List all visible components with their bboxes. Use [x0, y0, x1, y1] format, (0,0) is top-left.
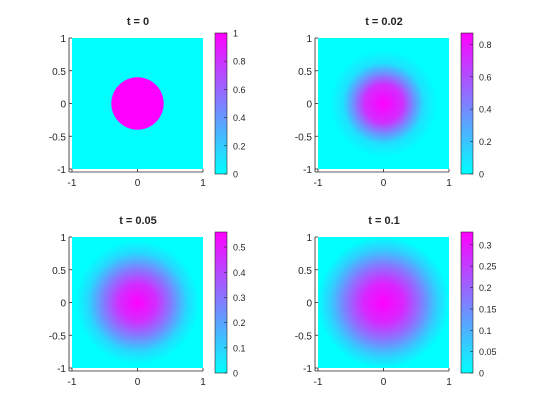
y-tick-label: -0.5	[49, 331, 67, 342]
colorbar-tick-label: 0.2	[479, 137, 492, 147]
colorbar-tick-label: 0.8	[479, 40, 492, 50]
x-tick-label: 1	[200, 178, 206, 189]
y-tick-label: -0.5	[295, 331, 313, 342]
x-tick-label: -1	[314, 377, 323, 388]
x-tick-label: 0	[135, 178, 141, 189]
y-tick-label: 0	[60, 100, 66, 111]
y-tick-label: -1	[303, 364, 312, 375]
heat-blob	[75, 240, 200, 365]
subplot-title: t = 0.02	[365, 16, 403, 28]
y-tick-label: 0.5	[298, 266, 312, 277]
subplot-title: t = 0.1	[368, 215, 400, 227]
subplot-t01: t = 0.1 -1 0 1 -1 -0.5 0 0.5 1 0 0.05 0.1 0.15 0.2 0…	[295, 215, 497, 388]
y-tick-label: -1	[303, 165, 312, 176]
colorbar-tick-label: 0.25	[479, 262, 497, 272]
y-tick-label: 0.5	[298, 67, 312, 78]
colorbar-tick-label: 0.1	[233, 343, 246, 353]
y-tick-label: 1	[60, 34, 66, 45]
colorbar-tick-label: 0.4	[479, 105, 492, 115]
y-tick-label: 1	[60, 233, 66, 244]
colorbar	[460, 32, 474, 175]
colorbar-tick-label: 0	[479, 369, 484, 379]
x-tick-label: 0	[381, 178, 387, 189]
heat-blob	[329, 49, 438, 158]
subplot-t005: t = 0.05 -1 0 1 -1 -0.5 0 0.5 1 0 0.1 0.2 0.3 0.4 0.…	[49, 215, 246, 388]
colorbar-tick-label: 0.4	[233, 113, 246, 123]
x-tick-label: -1	[68, 178, 77, 189]
y-tick-label: 1	[306, 233, 312, 244]
colorbar	[214, 32, 228, 175]
y-tick-label: 0.5	[52, 266, 66, 277]
y-tick-label: 0	[306, 299, 312, 310]
y-tick-label: -1	[57, 165, 66, 176]
subplot-t002: t = 0.02 -1 0 1 -1 -0.5 0 0.5 1 0 0.2 0.4 0.6 0.8	[295, 16, 492, 189]
colorbar-tick-label: 1	[233, 29, 238, 39]
x-tick-label: 1	[446, 178, 452, 189]
colorbar-tick-label: 0.2	[233, 141, 246, 151]
y-tick-label: 0.5	[52, 67, 66, 78]
x-tick-label: 0	[135, 377, 141, 388]
colorbar-tick-label: 0.2	[479, 283, 492, 293]
colorbar-tick-label: 0.05	[479, 347, 497, 357]
colorbar-tick-label: 0.8	[233, 57, 246, 67]
subplot-title: t = 0.05	[119, 215, 157, 227]
colorbar-tick-label: 0.15	[479, 304, 497, 314]
colorbar	[214, 231, 228, 374]
x-tick-label: -1	[68, 377, 77, 388]
colorbar-tick-label: 0	[233, 170, 238, 180]
subplot-title: t = 0	[127, 16, 149, 28]
y-tick-label: -1	[57, 364, 66, 375]
colorbar-tick-label: 0.1	[479, 326, 492, 336]
colorbar-tick-label: 0.6	[233, 85, 246, 95]
y-tick-label: -0.5	[49, 132, 67, 143]
colorbar-tick-label: 0.2	[233, 318, 246, 328]
colorbar-tick-label: 0	[233, 369, 238, 379]
x-tick-label: -1	[314, 178, 323, 189]
subplot-t0: t = 0 -1 0 1 -1 -0.5 0 0.5 1 0 0.2 0.4 0.6 0.8 1	[49, 16, 246, 189]
colorbar	[460, 231, 474, 374]
x-tick-label: 0	[381, 377, 387, 388]
x-tick-label: 1	[446, 377, 452, 388]
colorbar-tick-label: 0.4	[233, 268, 246, 278]
colorbar-tick-label: 0.3	[233, 293, 246, 303]
y-tick-label: 0	[306, 100, 312, 111]
colorbar-tick-label: 0.5	[233, 243, 246, 253]
colorbar-tick-label: 0.6	[479, 72, 492, 82]
colorbar-tick-label: 0.3	[479, 240, 492, 250]
heat-disk	[111, 77, 164, 130]
y-tick-label: 1	[306, 34, 312, 45]
colorbar-tick-label: 0	[479, 170, 484, 180]
x-tick-label: 1	[200, 377, 206, 388]
y-tick-label: -0.5	[295, 132, 313, 143]
heat-blob	[317, 236, 450, 369]
y-tick-label: 0	[60, 299, 66, 310]
